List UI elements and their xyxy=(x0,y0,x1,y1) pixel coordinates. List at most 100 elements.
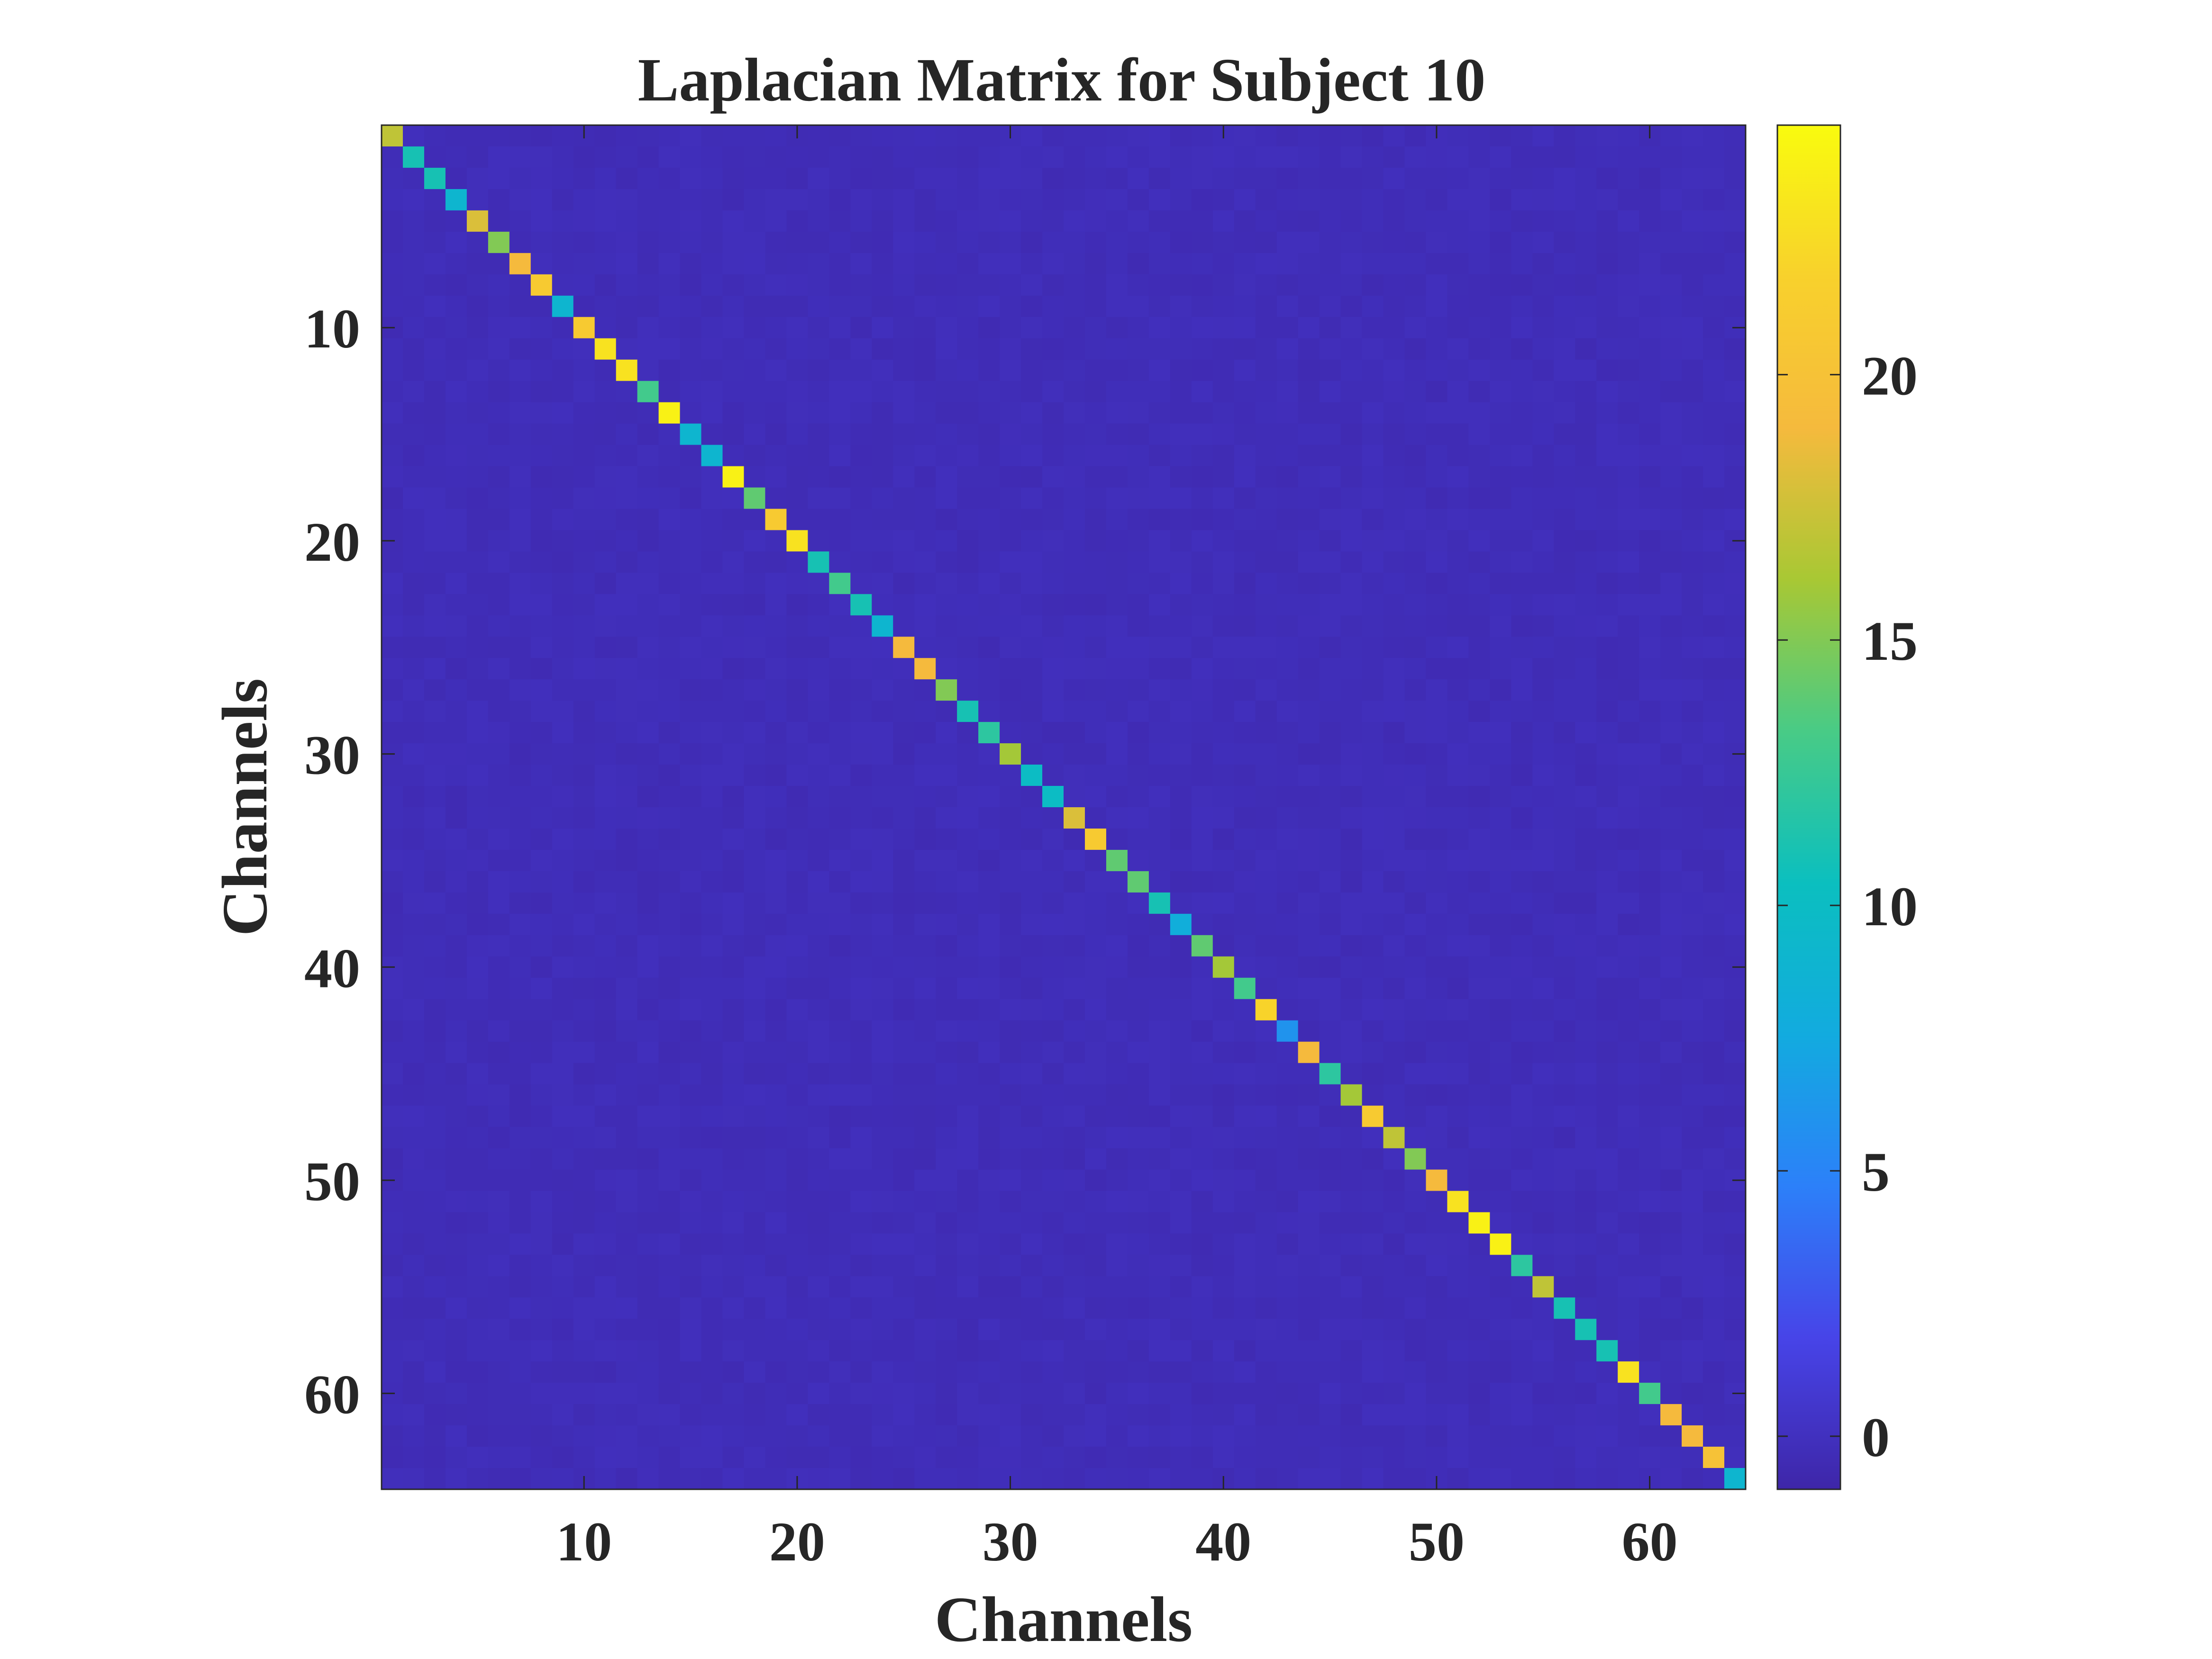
heatmap-cell xyxy=(786,1191,808,1213)
heatmap-cell xyxy=(914,381,936,403)
heatmap-cell xyxy=(594,1233,617,1255)
heatmap-cell xyxy=(616,722,638,744)
heatmap-cell xyxy=(978,1255,1000,1276)
heatmap-cell xyxy=(1170,295,1192,318)
heatmap-cell xyxy=(445,509,467,531)
heatmap-cell xyxy=(445,658,467,680)
heatmap-cell xyxy=(1106,359,1128,382)
heatmap-cell xyxy=(1212,1063,1235,1085)
heatmap-cell xyxy=(1575,1063,1597,1085)
heatmap-cell xyxy=(1660,999,1682,1021)
heatmap-cell xyxy=(680,1041,702,1064)
heatmap-cell xyxy=(1660,1276,1682,1298)
heatmap-cell xyxy=(957,637,979,658)
heatmap-cell xyxy=(616,1276,638,1298)
heatmap-cell xyxy=(1554,999,1575,1021)
heatmap-cell xyxy=(466,722,489,744)
heatmap-cell xyxy=(1234,466,1256,488)
heatmap-cell xyxy=(1106,701,1128,722)
heatmap-cell xyxy=(722,402,745,424)
heatmap-cell xyxy=(1340,402,1363,424)
heatmap-cell xyxy=(1170,1148,1192,1170)
heatmap-cell xyxy=(765,1425,787,1447)
heatmap-cell xyxy=(978,1105,1000,1128)
heatmap-cell xyxy=(1575,146,1597,168)
heatmap-cell xyxy=(786,1105,808,1128)
heatmap-cell xyxy=(424,551,446,573)
heatmap-cell xyxy=(1255,765,1277,786)
heatmap-cell xyxy=(1490,743,1511,765)
heatmap-cell xyxy=(1084,210,1107,232)
heatmap-cell xyxy=(1703,551,1725,573)
heatmap-cell xyxy=(786,1361,808,1383)
heatmap-cell xyxy=(530,935,553,957)
heatmap-cell xyxy=(1319,189,1341,211)
heatmap-cell xyxy=(1532,956,1554,978)
heatmap-cell xyxy=(680,573,702,594)
heatmap-cell xyxy=(1084,274,1107,296)
heatmap-cell xyxy=(1703,402,1725,424)
heatmap-cell xyxy=(744,1169,766,1192)
heatmap-cell xyxy=(808,253,829,275)
heatmap-cell xyxy=(936,1361,957,1383)
heatmap-cell xyxy=(1532,466,1554,488)
heatmap-cell xyxy=(893,1340,915,1362)
heatmap-cell xyxy=(808,1041,829,1064)
heatmap-cell xyxy=(1703,338,1725,360)
heatmap-cell xyxy=(1000,913,1021,936)
heatmap-cell xyxy=(744,1255,766,1276)
heatmap-cell xyxy=(872,530,893,552)
heatmap-cell xyxy=(701,573,723,594)
heatmap-cell xyxy=(445,466,467,488)
heatmap-cell xyxy=(872,189,893,211)
heatmap-cell xyxy=(1703,381,1725,403)
heatmap-cell xyxy=(1618,1127,1639,1149)
heatmap-cell xyxy=(1682,1020,1703,1042)
heatmap-cell xyxy=(914,1255,936,1276)
heatmap-cell xyxy=(1127,1404,1149,1426)
heatmap-cell xyxy=(658,701,681,722)
heatmap-cell xyxy=(616,509,638,531)
heatmap-cell xyxy=(1191,1468,1213,1490)
heatmap-cell xyxy=(914,743,936,765)
heatmap-cell xyxy=(424,1319,446,1340)
heatmap-cell xyxy=(680,1276,702,1298)
heatmap-cell xyxy=(1511,1404,1533,1426)
heatmap-cell xyxy=(1511,1361,1533,1383)
heatmap-cell xyxy=(530,146,553,168)
heatmap-cell xyxy=(658,1383,681,1404)
heatmap-cell xyxy=(1682,466,1703,488)
heatmap-cell xyxy=(1468,935,1490,957)
heatmap-cell xyxy=(1490,1276,1511,1298)
heatmap-cell xyxy=(1490,189,1511,211)
heatmap-cell xyxy=(1575,1255,1597,1276)
heatmap-cell xyxy=(382,167,403,190)
heatmap-cell xyxy=(1234,722,1256,744)
heatmap-cell xyxy=(382,1361,403,1383)
heatmap-cell xyxy=(1000,487,1021,510)
heatmap-cell xyxy=(978,253,1000,275)
heatmap-cell xyxy=(530,1340,553,1362)
heatmap-cell xyxy=(1532,125,1554,147)
heatmap-cell xyxy=(488,999,510,1021)
heatmap-cell xyxy=(1532,743,1554,765)
heatmap-cell xyxy=(488,466,510,488)
heatmap-cell xyxy=(1212,295,1235,318)
heatmap-cell xyxy=(382,658,403,680)
heatmap-cell xyxy=(616,786,638,808)
heatmap-cell xyxy=(573,146,595,168)
heatmap-cell xyxy=(466,573,489,594)
heatmap-cell xyxy=(445,445,467,467)
heatmap-cell xyxy=(1276,253,1299,275)
heatmap-cell xyxy=(1362,913,1384,936)
heatmap-cell xyxy=(1234,1468,1256,1490)
heatmap-cell xyxy=(1276,1361,1299,1383)
heatmap-cell xyxy=(573,231,595,254)
heatmap-cell xyxy=(1340,423,1363,446)
heatmap-cell xyxy=(701,615,723,637)
heatmap-cell xyxy=(680,487,702,510)
heatmap-cell xyxy=(914,828,936,850)
heatmap-cell xyxy=(488,1404,510,1426)
heatmap-cell xyxy=(466,1297,489,1319)
heatmap-cell xyxy=(744,167,766,190)
